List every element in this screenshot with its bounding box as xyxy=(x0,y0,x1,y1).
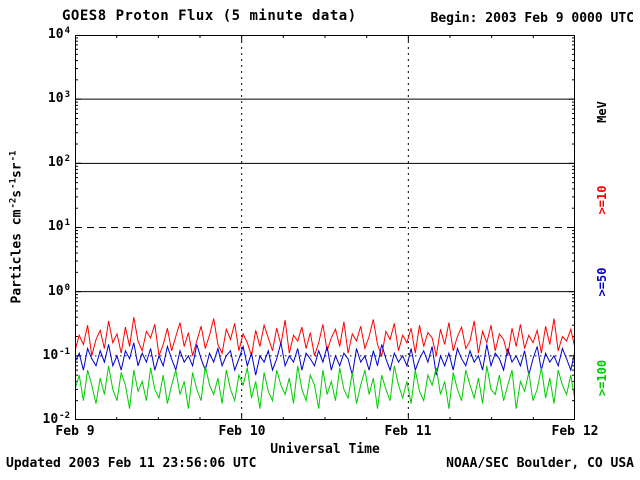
y-axis-exp: -2 xyxy=(8,197,19,209)
chart-title: GOES8 Proton Flux (5 minute data) xyxy=(62,8,357,24)
source-attribution: NOAA/SEC Boulder, CO USA xyxy=(446,456,634,471)
series-label-ge100: >=100 xyxy=(595,359,609,397)
series-label-ge50: >=50 xyxy=(595,267,609,297)
y-tick-label: 100 xyxy=(47,283,70,299)
y-tick-label: 102 xyxy=(47,154,70,170)
y-tick-label: 101 xyxy=(47,218,70,234)
x-tick-label: Feb 10 xyxy=(218,424,266,439)
plot-area xyxy=(75,35,575,420)
proton-flux-chart xyxy=(75,35,575,420)
x-axis-label: Universal Time xyxy=(270,442,380,457)
mev-unit-label: MeV xyxy=(595,101,609,123)
y-axis-exp: -1 xyxy=(8,150,19,162)
updated-timestamp: Updated 2003 Feb 11 23:56:06 UTC xyxy=(6,456,257,471)
y-tick-label: 10-1 xyxy=(42,347,71,363)
begin-timestamp: Begin: 2003 Feb 9 0000 UTC xyxy=(430,11,635,26)
y-tick-label: 10-2 xyxy=(42,411,71,427)
series-label-ge10: >=10 xyxy=(595,185,609,215)
y-axis-exp: -1 xyxy=(8,178,19,189)
y-axis-label: Particles cm-2s-1sr-1 xyxy=(8,150,25,304)
y-axis-label-text: Particles cm xyxy=(9,209,25,304)
x-tick-label: Feb 9 xyxy=(55,424,95,439)
y-tick-label: 104 xyxy=(47,26,70,42)
x-tick-label: Feb 11 xyxy=(384,424,432,439)
y-axis-label-text: sr xyxy=(9,162,25,179)
x-tick-label: Feb 12 xyxy=(551,424,599,439)
y-tick-label: 103 xyxy=(47,90,70,106)
